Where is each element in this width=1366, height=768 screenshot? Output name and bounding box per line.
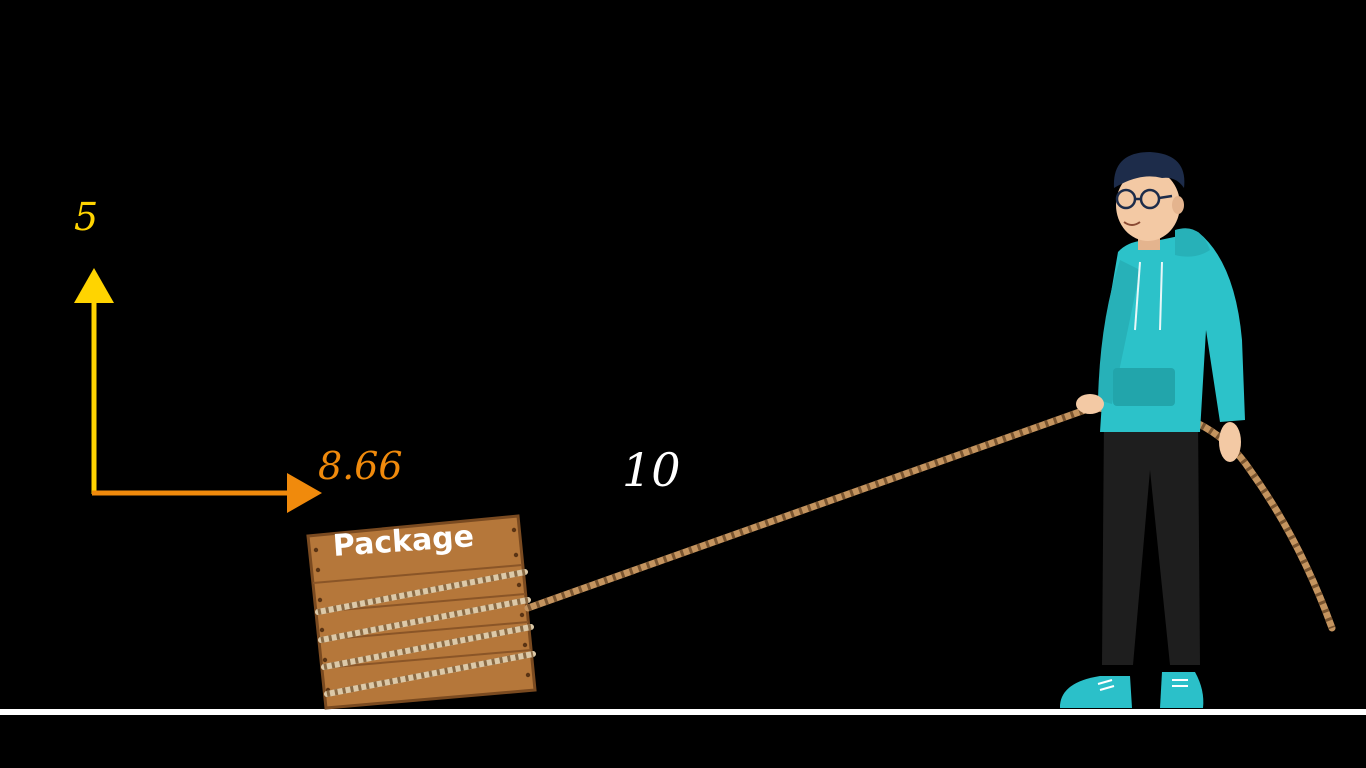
head — [1116, 169, 1180, 241]
hood — [1175, 228, 1210, 257]
crate-plank-seam — [312, 564, 523, 584]
crate-plank-seam — [315, 593, 526, 613]
hoodie-pocket — [1113, 368, 1175, 406]
crate-nails — [313, 527, 531, 693]
right-shoe — [1160, 672, 1204, 708]
glasses — [1115, 188, 1173, 210]
crate-ropes — [315, 569, 536, 697]
hoodie-drawstrings — [1134, 261, 1163, 331]
right-hand — [1219, 422, 1241, 462]
ground-line — [0, 709, 1366, 715]
shoe-laces — [1097, 679, 1188, 691]
smile — [1123, 221, 1141, 226]
hair — [1113, 152, 1185, 188]
horizontal-arrowhead — [287, 473, 322, 513]
left-sleeve — [1098, 260, 1140, 404]
ear — [1172, 196, 1184, 214]
person — [1060, 152, 1245, 708]
pull-rope — [524, 404, 1336, 632]
pants — [1102, 420, 1200, 665]
vertical-arrowhead — [74, 268, 114, 303]
package-crate — [306, 514, 537, 710]
horizontal-component-label: 8.66 — [318, 444, 403, 488]
crate-plank-seam — [318, 621, 529, 641]
vertical-component-label: 5 — [74, 195, 99, 239]
vector-components — [74, 268, 322, 513]
left-hand — [1076, 394, 1104, 414]
resultant-magnitude-label: 10 — [622, 443, 681, 497]
left-shoe — [1060, 676, 1132, 708]
crate-plank-seam — [321, 649, 532, 669]
